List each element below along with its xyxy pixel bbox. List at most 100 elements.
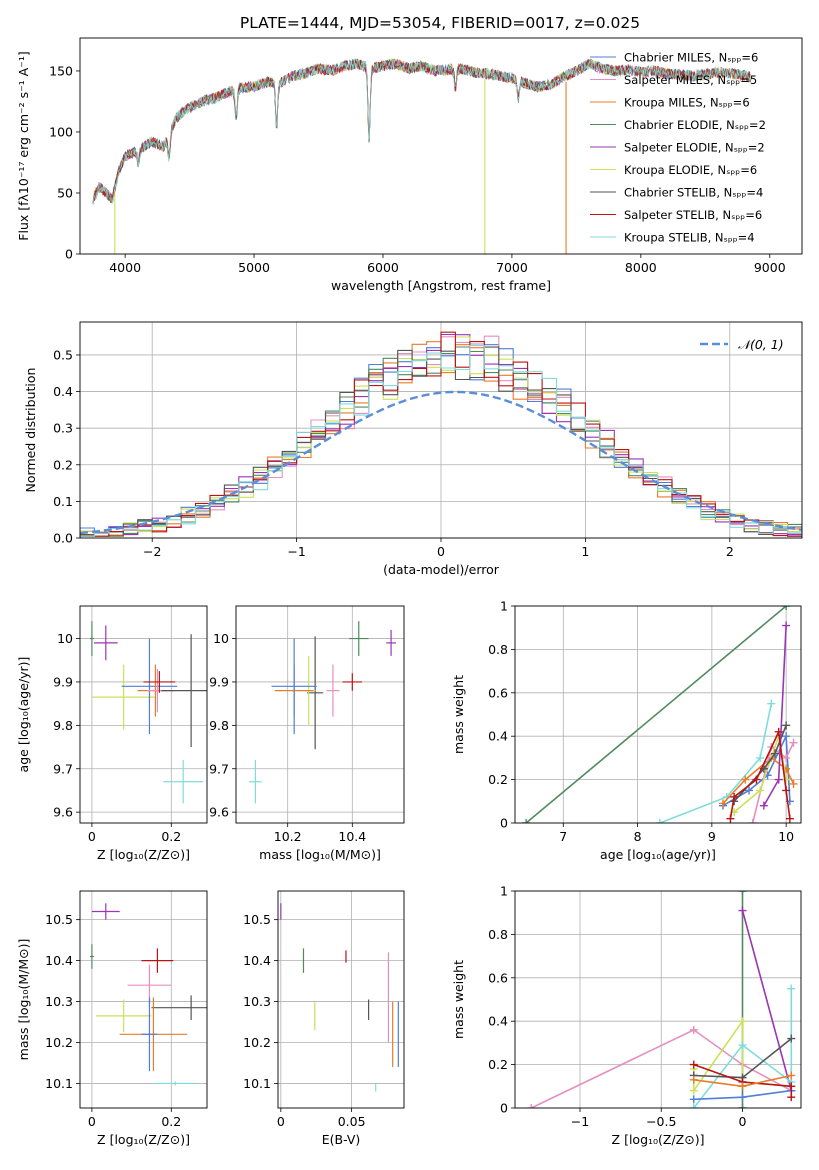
x-tick-label: −1 [571, 1114, 589, 1129]
weight-marker [782, 721, 791, 730]
weight-line [525, 606, 787, 823]
legend-label-0: Chabrier MILES, Nₛₚₚ=6 [624, 51, 758, 65]
legend-label-1: Salpeter MILES, Nₛₚₚ=5 [624, 73, 757, 87]
x-tick-label: 0.2 [161, 829, 181, 844]
weight-marker [767, 699, 776, 708]
y-tick-label: 10.4 [243, 953, 271, 968]
weight-marker [782, 753, 791, 762]
panel-age-vs-mass: 10.2 10.4 9.6 9.7 9.8 9.9 10 mass [log₁₀(M/M⊙)] [209, 605, 405, 862]
x-tick-label: 0 [277, 1114, 285, 1129]
y-tick-label: 10.5 [243, 912, 271, 927]
y-tick-label: 0 [65, 247, 73, 262]
y-tick-label: 0.1 [53, 494, 73, 509]
y-tick-label: 0.4 [488, 729, 508, 744]
x-tick-label: 0 [739, 1114, 747, 1129]
y-tick-label: 9.9 [209, 674, 229, 689]
weight-marker [689, 1104, 698, 1108]
y-axis-label: Normed distribution [23, 368, 38, 493]
weight-marker [787, 1093, 796, 1102]
axes-frame [79, 37, 803, 255]
weight-marker [748, 819, 757, 823]
y-tick-label: 150 [49, 63, 73, 78]
weight-marker [655, 819, 664, 823]
x-tick-label: 9000 [754, 260, 786, 275]
x-axis-label: Z [log₁₀(Z/Z⊙)] [97, 1132, 190, 1147]
plot-area [89, 621, 207, 804]
y-tick-label: 9.8 [209, 718, 229, 733]
x-tick-label: 0 [88, 1114, 96, 1129]
y-tick-label: 0 [500, 1101, 508, 1116]
weight-marker [756, 786, 765, 795]
y-tick-label: 10.3 [45, 994, 73, 1009]
weight-marker [738, 1104, 747, 1108]
y-axis-label: mass weight [451, 960, 466, 1039]
weight-marker [741, 775, 750, 784]
y-tick-label: 1 [500, 884, 508, 899]
figure-title: PLATE=1444, MJD=53054, FIBERID=0017, z=0… [240, 14, 640, 32]
weight-marker [782, 606, 791, 610]
y-tick-label: 9.7 [209, 761, 229, 776]
axes-frame [79, 605, 208, 824]
y-axis-label: age [log₁₀(age/yr)] [16, 657, 31, 773]
x-tick-label: 10 [778, 829, 794, 844]
weight-marker [787, 1034, 796, 1043]
y-tick-label: 0.3 [53, 421, 73, 436]
x-tick-label: 7000 [496, 260, 528, 275]
y-tick-label: 10.2 [45, 1035, 73, 1050]
panel-mass-vs-ebv: 0 0.05 10.1 10.2 10.3 10.4 10.5 E(B-V) [243, 890, 405, 1147]
spectrum-line [92, 59, 751, 205]
weight-marker [782, 621, 791, 630]
axes-frame [514, 890, 802, 1109]
legend-label-4: Salpeter ELODIE, Nₛₚₚ=2 [624, 141, 765, 155]
weight-line [693, 1063, 793, 1098]
plot-area [527, 891, 796, 1108]
weight-marker [787, 984, 796, 993]
x-axis-label: age [log₁₀(age/yr)] [600, 847, 716, 862]
y-axis-label: Flux [fλ10⁻¹⁷ erg cm⁻² s⁻¹ A⁻¹] [16, 51, 31, 240]
y-tick-label: 0.5 [53, 347, 73, 362]
weight-line [659, 703, 773, 823]
x-axis-label: Z [log₁₀(Z/Z⊙)] [97, 847, 190, 862]
normal-curve [80, 390, 802, 535]
x-tick-label: 2 [726, 544, 734, 559]
panel-weight-vs-z: −1 −0.5 0 0 0.2 0.4 0.6 0.8 1 Z [log₁₀(Z/Z⊙)] mass… [451, 884, 802, 1147]
weight-marker [752, 775, 761, 784]
y-tick-label: 10 [57, 631, 73, 646]
x-axis-label: E(B-V) [322, 1132, 361, 1147]
weight-marker [782, 732, 791, 741]
weight-marker [689, 1075, 698, 1084]
y-tick-label: 0.4 [488, 1014, 508, 1029]
y-axis-label: mass weight [451, 675, 466, 754]
weight-marker [782, 775, 791, 784]
legend-label-6: Chabrier STELIB, Nₛₚₚ=4 [624, 186, 763, 200]
panel-age-vs-z: 0 0.2 9.6 9.7 9.8 9.9 10 Z [log₁₀(Z/Z⊙)] age [lo… [16, 605, 208, 862]
weight-marker [738, 1041, 747, 1050]
legend-label-normal: 𝒩(0, 1) [738, 337, 784, 352]
axes-frame [514, 605, 802, 824]
y-tick-label: 0.2 [488, 772, 508, 787]
weight-line [530, 1028, 792, 1108]
weight-marker [745, 786, 753, 795]
spectrum-line [92, 58, 751, 205]
x-tick-label: 0.05 [338, 1114, 366, 1129]
x-tick-label: 5000 [238, 260, 270, 275]
y-tick-label: 10 [213, 631, 229, 646]
weight-marker [738, 1017, 747, 1026]
weight-marker [789, 738, 798, 747]
weight-marker [738, 1093, 747, 1102]
y-tick-label: 0.4 [53, 384, 73, 399]
weight-marker [719, 799, 727, 808]
x-tick-label: 0 [437, 544, 445, 559]
y-tick-label: 0.8 [488, 642, 508, 657]
y-tick-label: 9.8 [53, 718, 73, 733]
y-tick-label: 100 [49, 124, 73, 139]
weight-marker [738, 906, 747, 915]
plot-area [280, 903, 399, 1092]
y-tick-label: 10.1 [45, 1076, 73, 1091]
axes-frame [277, 890, 405, 1109]
x-axis-label: wavelength [Angstrom, rest frame] [331, 278, 551, 293]
y-tick-label: 9.7 [53, 761, 73, 776]
axes-frame [235, 605, 405, 824]
weight-marker [787, 1082, 796, 1091]
y-tick-label: 0 [500, 816, 508, 831]
